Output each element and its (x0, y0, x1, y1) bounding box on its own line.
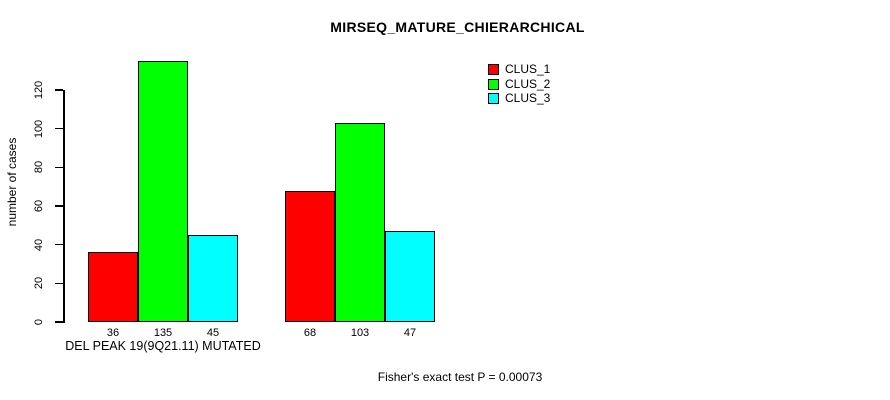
y-axis-tick (55, 127, 63, 130)
bar-value-label: 45 (206, 327, 220, 339)
bar-clus_3-group1 (188, 235, 238, 322)
bar-value-label: 47 (403, 327, 417, 339)
y-axis-tick-label: 120 (33, 80, 45, 100)
y-axis-tick-label: 20 (33, 277, 45, 290)
bar-clus_3-group2 (385, 231, 435, 322)
y-axis-tick (55, 89, 63, 91)
legend-label: CLUS_3 (505, 91, 551, 105)
legend: CLUS_1 CLUS_2 CLUS_3 (488, 63, 550, 107)
bar-value-label: 135 (153, 327, 173, 339)
y-axis-tick-label: 80 (33, 161, 45, 174)
legend-item-clus_2: CLUS_2 (488, 76, 551, 91)
legend-swatch-clus_3 (488, 93, 499, 104)
bar-clus_2-group1 (138, 61, 188, 322)
legend-swatch-clus_2 (488, 78, 499, 90)
chart-title: MIRSEQ_MATURE_CHIERARCHICAL (330, 19, 585, 35)
legend-label: CLUS_2 (505, 76, 551, 91)
y-axis-tick-label: 100 (33, 119, 45, 138)
bar-value-label: 103 (350, 327, 370, 339)
legend-item-clus_3: CLUS_3 (488, 92, 550, 105)
y-axis-tick (55, 282, 63, 285)
legend-label: CLUS_1 (505, 62, 551, 76)
legend-item-clus_1: CLUS_1 (488, 63, 550, 76)
bar-value-label: 68 (303, 327, 317, 339)
y-axis-tick (55, 321, 63, 323)
x-axis-group-label: DEL PEAK 19(9Q21.11) MUTATED (65, 339, 261, 353)
bar-clus_2-group2 (335, 122, 385, 322)
stat-annotation: Fisher's exact test P = 0.00073 (377, 370, 543, 384)
bar-value-label: 36 (106, 327, 120, 339)
y-axis-tick (55, 205, 63, 207)
y-axis-tick (55, 243, 63, 246)
y-axis-tick (55, 166, 63, 169)
bar-clus_1-group2 (285, 190, 335, 322)
legend-swatch-clus_1 (488, 64, 499, 75)
y-axis-tick-label: 0 (33, 318, 45, 326)
y-axis-tick-label: 40 (33, 238, 45, 251)
bar-clus_1-group1 (88, 252, 138, 322)
y-axis-line (63, 90, 65, 323)
y-axis-tick-label: 60 (33, 199, 45, 213)
